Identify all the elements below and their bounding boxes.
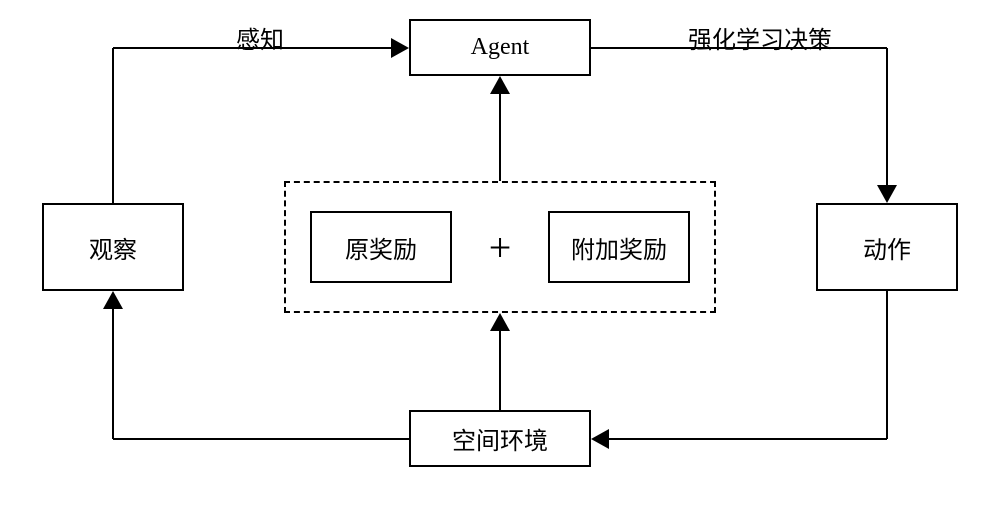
additional-reward-node: 附加奖励 (548, 211, 690, 283)
original-reward-label: 原奖励 (345, 230, 417, 265)
plus-symbol: + (489, 224, 512, 271)
action-label: 动作 (863, 230, 911, 265)
observe-node: 观察 (42, 203, 184, 291)
edge-label-rl-decision: 强化学习决策 (660, 20, 860, 55)
original-reward-node: 原奖励 (310, 211, 452, 283)
plus-icon: + (476, 218, 524, 276)
environment-label: 空间环境 (452, 421, 548, 456)
agent-node: Agent (409, 19, 591, 76)
diagram-canvas: 感知 强化学习决策 Agent 观察 动作 原奖励 + 附加奖励 空间环境 (0, 0, 1000, 509)
agent-label: Agent (471, 34, 530, 61)
environment-node: 空间环境 (409, 410, 591, 467)
additional-reward-label: 附加奖励 (571, 230, 667, 265)
edge-label-perceive: 感知 (200, 20, 320, 55)
observe-label: 观察 (89, 230, 137, 265)
action-node: 动作 (816, 203, 958, 291)
